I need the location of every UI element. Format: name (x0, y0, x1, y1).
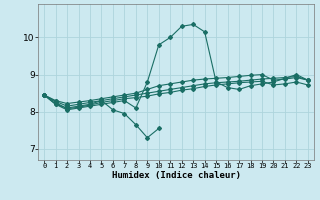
X-axis label: Humidex (Indice chaleur): Humidex (Indice chaleur) (111, 171, 241, 180)
